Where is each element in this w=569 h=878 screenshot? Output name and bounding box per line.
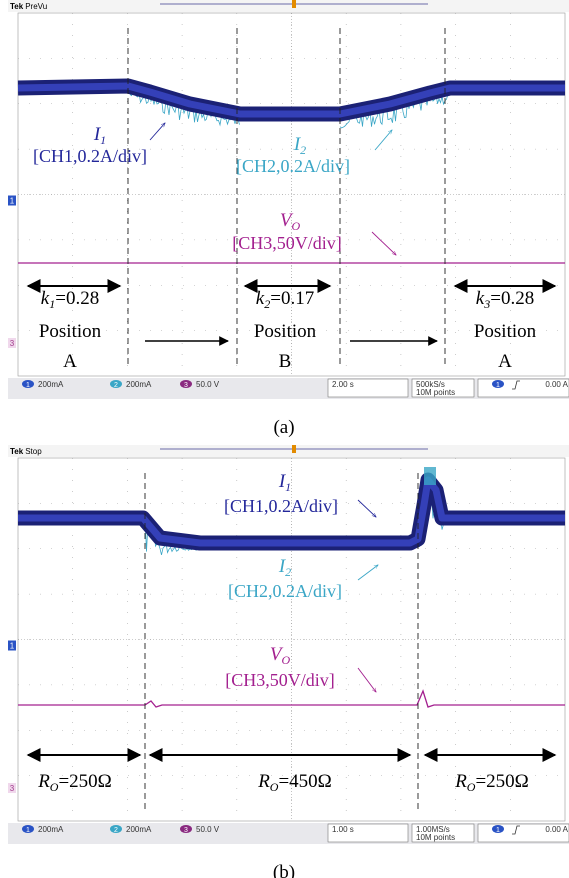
channel-chip-label: 3 xyxy=(184,827,188,834)
trace-scale: [CH1,0.2A/div] xyxy=(224,496,338,516)
region-value: RO=250Ω xyxy=(37,771,112,794)
channel-marker: 1 xyxy=(10,642,15,651)
subscript: 3 xyxy=(483,297,490,311)
region-value: RO=450Ω xyxy=(257,771,332,794)
value: =0.28 xyxy=(55,288,99,309)
status-text: 0.00 A xyxy=(545,825,568,834)
subscript: O xyxy=(467,780,476,794)
status-text: 200mA xyxy=(38,825,64,834)
channel-chip-label: 1 xyxy=(496,827,500,834)
status-text: 10M points xyxy=(416,833,455,842)
value: =0.17 xyxy=(270,288,314,309)
subscript: O xyxy=(291,219,300,233)
value: =450Ω xyxy=(278,771,331,792)
status-text: 0.00 A xyxy=(545,380,568,389)
status-text: 2.00 s xyxy=(332,380,354,389)
subscript: 2 xyxy=(285,565,291,579)
subscript: 2 xyxy=(300,143,306,157)
status-text: 50.0 V xyxy=(196,380,220,389)
brand: Tek xyxy=(10,2,24,11)
symbol: R xyxy=(454,771,467,792)
trace-scale: [CH3,50V/div] xyxy=(232,233,342,253)
page: TekPreVu13I1[CH1,0.2A/div]I2[CH2,0.2A/di… xyxy=(0,0,569,878)
trigger-pos xyxy=(292,0,296,8)
region-position: B xyxy=(279,351,292,372)
region-label: Position xyxy=(474,321,537,342)
symbol: R xyxy=(37,771,50,792)
subscript: O xyxy=(270,780,279,794)
value: =250Ω xyxy=(475,771,528,792)
subscript: O xyxy=(281,653,290,667)
value: =250Ω xyxy=(58,771,111,792)
subscript: O xyxy=(50,780,59,794)
status-text: 200mA xyxy=(126,380,152,389)
subscript: 1 xyxy=(100,133,106,147)
mode: PreVu xyxy=(25,2,47,11)
region-label: Position xyxy=(254,321,317,342)
channel-chip-label: 2 xyxy=(114,382,118,389)
trace-scale: [CH3,50V/div] xyxy=(225,670,335,690)
status-text: 200mA xyxy=(126,825,152,834)
subscript: 1 xyxy=(285,480,291,494)
channel-marker: 1 xyxy=(10,197,15,206)
channel-chip-label: 3 xyxy=(184,382,188,389)
status-text: 1.00 s xyxy=(332,825,354,834)
value: =0.28 xyxy=(490,288,534,309)
status-text: 200mA xyxy=(38,380,64,389)
channel-marker: 3 xyxy=(10,784,15,793)
trace-scale: [CH1,0.2A/div] xyxy=(33,146,147,166)
status-text: 50.0 V xyxy=(196,825,220,834)
mode: Stop xyxy=(25,447,42,456)
brand: Tek xyxy=(10,447,24,456)
region-label: Position xyxy=(39,321,102,342)
trigger-pos xyxy=(292,445,296,453)
region-position: A xyxy=(498,351,512,372)
channel-chip-label: 1 xyxy=(496,382,500,389)
symbol: R xyxy=(257,771,270,792)
region-value: RO=250Ω xyxy=(454,771,529,794)
trace-scale: [CH2,0.2A/div] xyxy=(236,156,350,176)
channel-chip-label: 1 xyxy=(26,827,30,834)
figure: TekPreVu13I1[CH1,0.2A/div]I2[CH2,0.2A/di… xyxy=(0,0,569,878)
channel-chip-label: 1 xyxy=(26,382,30,389)
scope-panel: TekStop13I1[CH1,0.2A/div]I2[CH2,0.2A/div… xyxy=(8,445,569,878)
scope-header xyxy=(8,0,569,12)
caption: (a) xyxy=(273,417,294,438)
region-position: A xyxy=(63,351,77,372)
i2-overshoot xyxy=(424,467,436,485)
caption: (b) xyxy=(273,862,295,878)
channel-chip-label: 2 xyxy=(114,827,118,834)
trace-scale: [CH2,0.2A/div] xyxy=(228,581,342,601)
status-text: 10M points xyxy=(416,388,455,397)
channel-marker: 3 xyxy=(10,339,15,348)
scope-header xyxy=(8,445,569,457)
